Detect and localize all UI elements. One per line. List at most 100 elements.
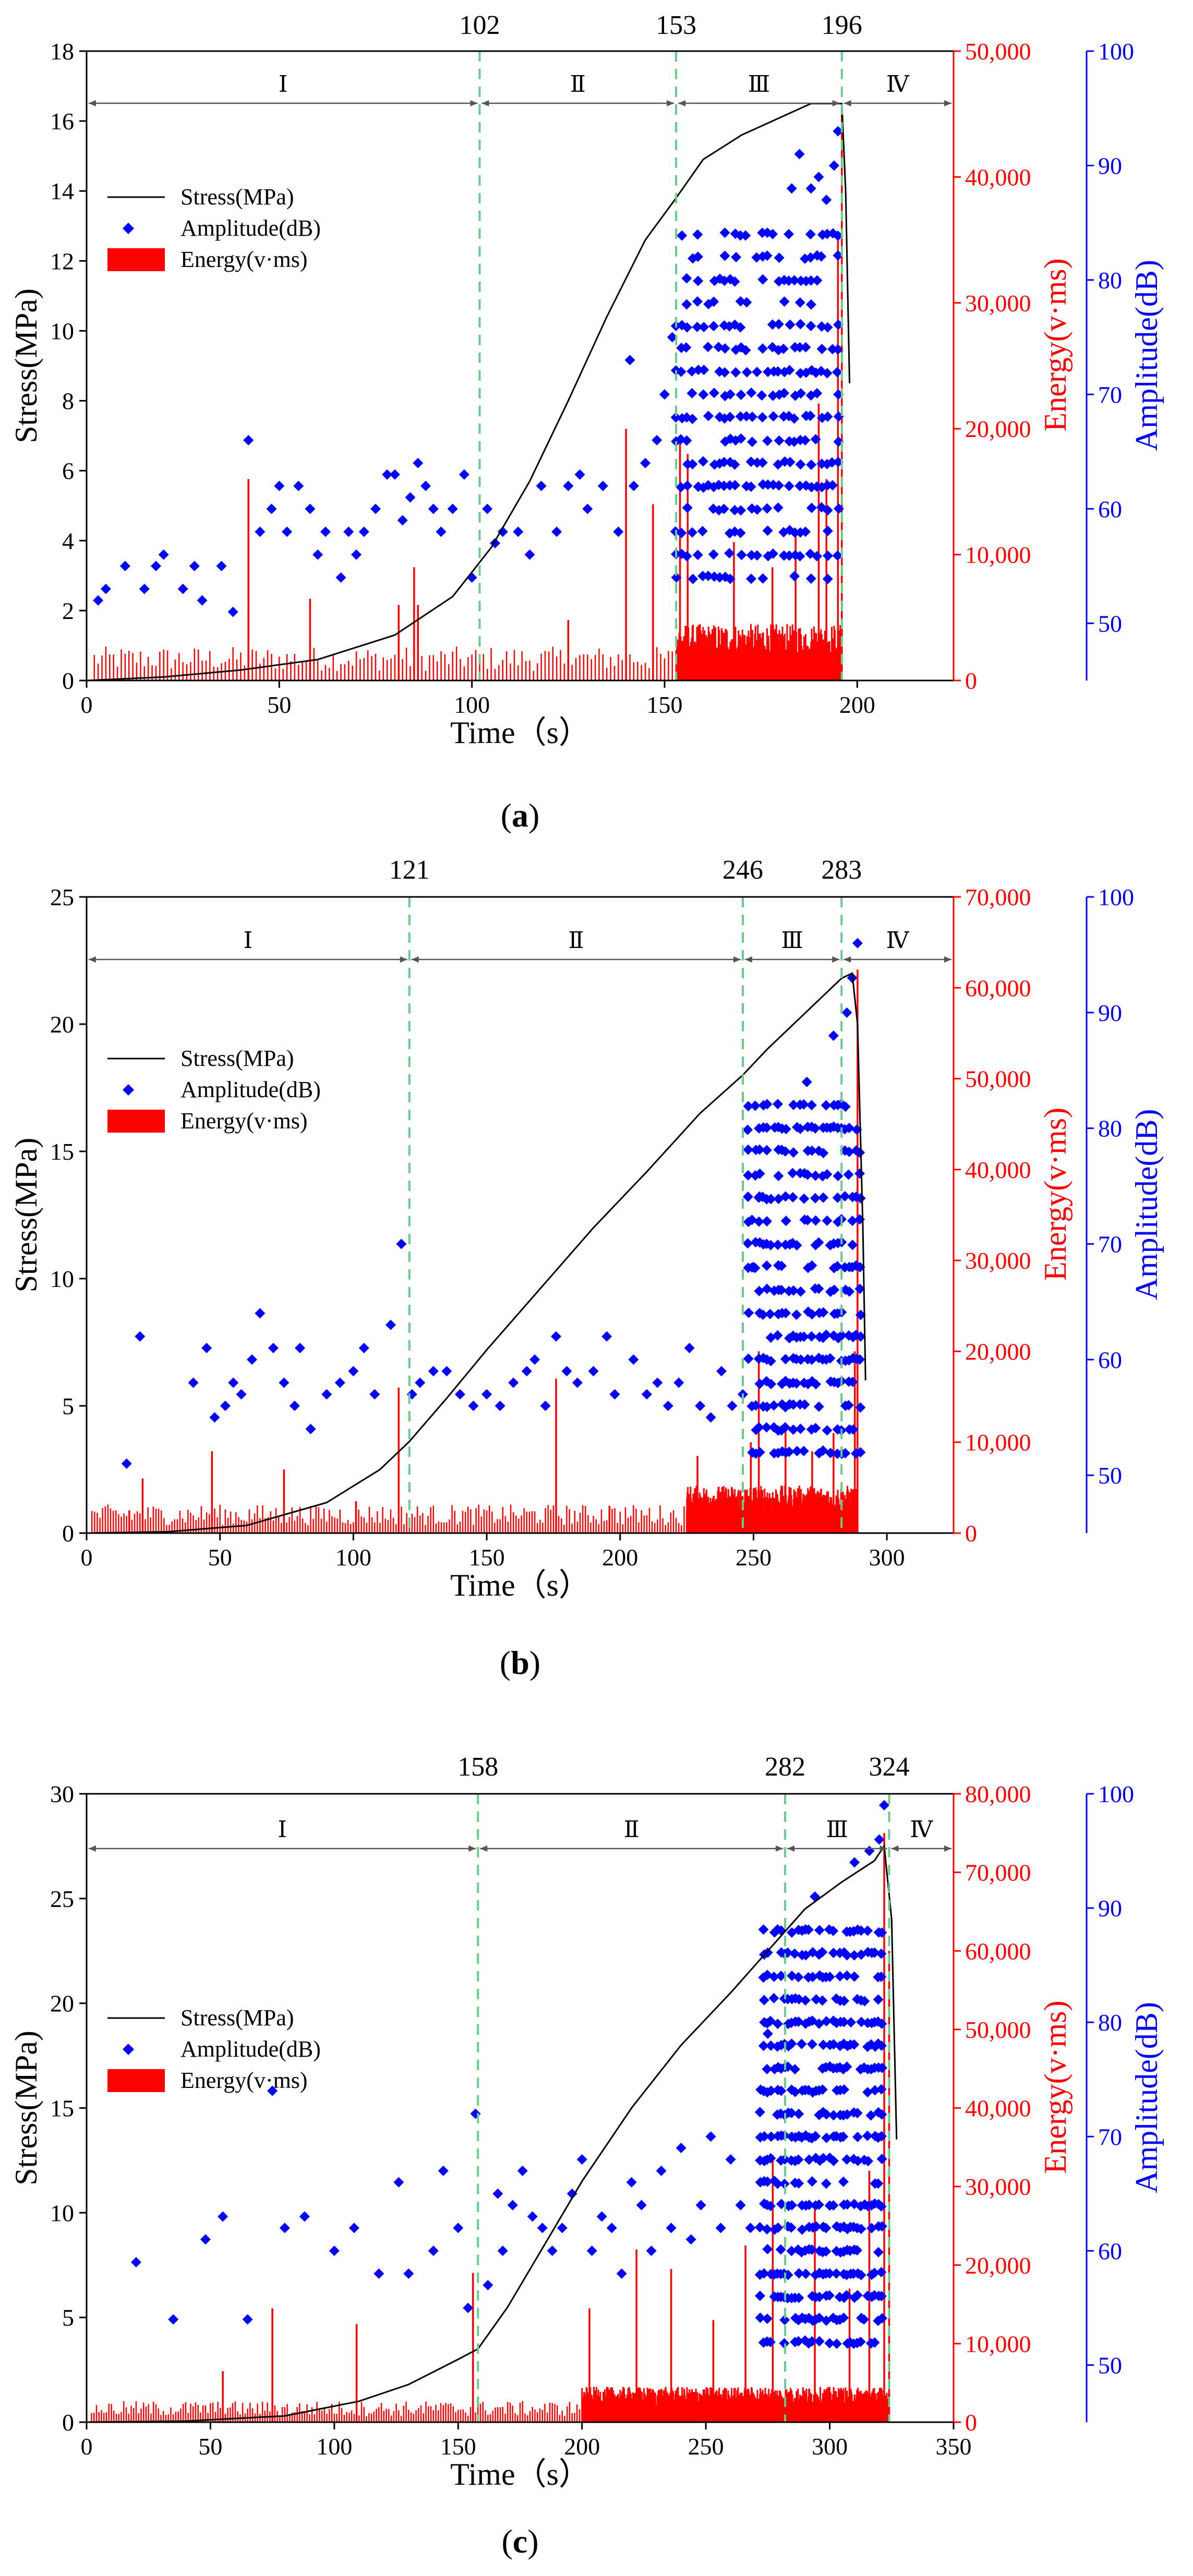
stress-tick-label: 2 bbox=[62, 598, 74, 624]
amplitude-point bbox=[773, 1171, 784, 1182]
amplitude-point bbox=[705, 2131, 716, 2142]
amplitude-point bbox=[247, 1354, 258, 1365]
amplitude-point bbox=[761, 1145, 772, 1156]
amplitude-point bbox=[441, 1366, 452, 1377]
amplitude-point bbox=[779, 2154, 790, 2165]
amplitude-point bbox=[800, 342, 811, 353]
amplitude-point bbox=[876, 2201, 887, 2212]
amplitude-point bbox=[766, 2085, 777, 2096]
amplitude-point bbox=[835, 1971, 846, 1982]
amplitude-point bbox=[780, 1308, 791, 1319]
amplitude-point bbox=[724, 548, 735, 558]
amplitude-point bbox=[697, 526, 708, 537]
amplitude-point bbox=[705, 1412, 716, 1423]
amplitude-point bbox=[508, 1377, 519, 1388]
amplitude-point bbox=[870, 2085, 881, 2096]
amplitude-point bbox=[754, 2107, 765, 2118]
amplitude-point bbox=[267, 2085, 278, 2096]
amplitude-point bbox=[826, 457, 837, 468]
amplitude-point bbox=[788, 1099, 799, 1110]
amplitude-point bbox=[874, 1834, 885, 1845]
amplitude-point bbox=[776, 2198, 787, 2209]
amplitude-point bbox=[824, 2290, 835, 2301]
amplitude-point bbox=[805, 299, 816, 310]
amplitude-point bbox=[529, 1354, 540, 1365]
amplitude-point bbox=[282, 526, 293, 537]
amplitude-point bbox=[776, 1284, 787, 1295]
amplitude-point bbox=[799, 1331, 810, 1342]
amplitude-point bbox=[794, 342, 805, 353]
amplitude-point bbox=[242, 2314, 253, 2325]
amplitude-point bbox=[321, 1389, 332, 1400]
stage-arrowhead bbox=[843, 956, 851, 963]
amplitude-point bbox=[312, 549, 323, 560]
amplitude-point bbox=[846, 2017, 857, 2028]
amplitude-point bbox=[762, 1099, 773, 1110]
amplitude-point bbox=[789, 527, 800, 538]
amplitude-point bbox=[876, 2291, 887, 2302]
stage-boundary-label: 283 bbox=[821, 855, 862, 885]
amplitude-point bbox=[666, 2222, 677, 2233]
amplitude-point bbox=[420, 480, 431, 491]
amplitude-point bbox=[673, 1377, 684, 1388]
amplitude-point bbox=[825, 1448, 836, 1459]
amplitude-point bbox=[168, 2314, 179, 2325]
amplitude-point bbox=[818, 1192, 829, 1203]
amplitude-point bbox=[807, 1972, 818, 1983]
amplitude-tick-label: 90 bbox=[1098, 152, 1122, 179]
amplitude-point bbox=[698, 364, 709, 375]
amplitude-point bbox=[784, 550, 795, 561]
x-tick-label: 100 bbox=[335, 1544, 371, 1571]
amplitude-point bbox=[778, 343, 789, 354]
amplitude-point bbox=[736, 433, 746, 444]
amplitude-point bbox=[567, 2188, 577, 2199]
amplitude-point bbox=[609, 1389, 620, 1400]
amplitude-point bbox=[236, 1389, 247, 1400]
amplitude-point bbox=[686, 388, 697, 399]
amplitude-point bbox=[818, 1148, 829, 1159]
amplitude-tick-label: 80 bbox=[1098, 2009, 1122, 2036]
amplitude-point bbox=[763, 367, 774, 378]
amplitude-point bbox=[130, 2257, 141, 2268]
amplitude-point bbox=[814, 2291, 825, 2302]
amplitude-point bbox=[854, 1168, 865, 1179]
amplitude-point bbox=[806, 2336, 817, 2347]
amplitude-point bbox=[855, 2269, 866, 2280]
amplitude-point bbox=[876, 2040, 887, 2051]
amplitude-point bbox=[765, 2153, 776, 2164]
amplitude-point bbox=[754, 1168, 765, 1179]
energy-tick-label: 10,000 bbox=[965, 542, 1031, 568]
stage-label: Ⅱ bbox=[568, 928, 584, 953]
amplitude-point bbox=[757, 573, 768, 584]
stage-arrowhead bbox=[832, 956, 840, 963]
amplitude-point bbox=[93, 595, 104, 606]
x-tick-label: 50 bbox=[208, 1544, 232, 1571]
amplitude-point bbox=[821, 2016, 832, 2027]
stage-label: Ⅱ bbox=[570, 71, 586, 97]
amplitude-point bbox=[876, 1927, 887, 1938]
amplitude-point bbox=[801, 1076, 812, 1087]
amplitude-point bbox=[873, 1994, 884, 2005]
amplitude-point bbox=[453, 2222, 464, 2233]
amplitude-point bbox=[828, 2110, 839, 2121]
stress-axis-label: Stress(MPa) bbox=[9, 2031, 43, 2185]
amplitude-point bbox=[765, 1240, 776, 1250]
caption-close: ) bbox=[527, 2523, 538, 2560]
amplitude-point bbox=[200, 2234, 211, 2245]
energy-tick-label: 20,000 bbox=[965, 1338, 1031, 1365]
amplitude-point bbox=[652, 435, 662, 446]
amplitude-point bbox=[428, 1366, 439, 1377]
amplitude-point bbox=[822, 228, 833, 239]
amplitude-point bbox=[729, 459, 740, 470]
legend-stress-label: Stress(MPa) bbox=[180, 1046, 294, 1071]
amplitude-point bbox=[572, 1377, 583, 1388]
amplitude-point bbox=[745, 481, 756, 492]
amplitude-point bbox=[869, 2267, 880, 2278]
amplitude-point bbox=[847, 1377, 858, 1388]
amplitude-point bbox=[793, 2292, 804, 2303]
amplitude-point bbox=[862, 2130, 873, 2141]
amplitude-point bbox=[768, 1992, 779, 2003]
amplitude-point bbox=[786, 2222, 797, 2233]
amplitude-point bbox=[795, 459, 806, 470]
amplitude-point bbox=[768, 411, 779, 422]
